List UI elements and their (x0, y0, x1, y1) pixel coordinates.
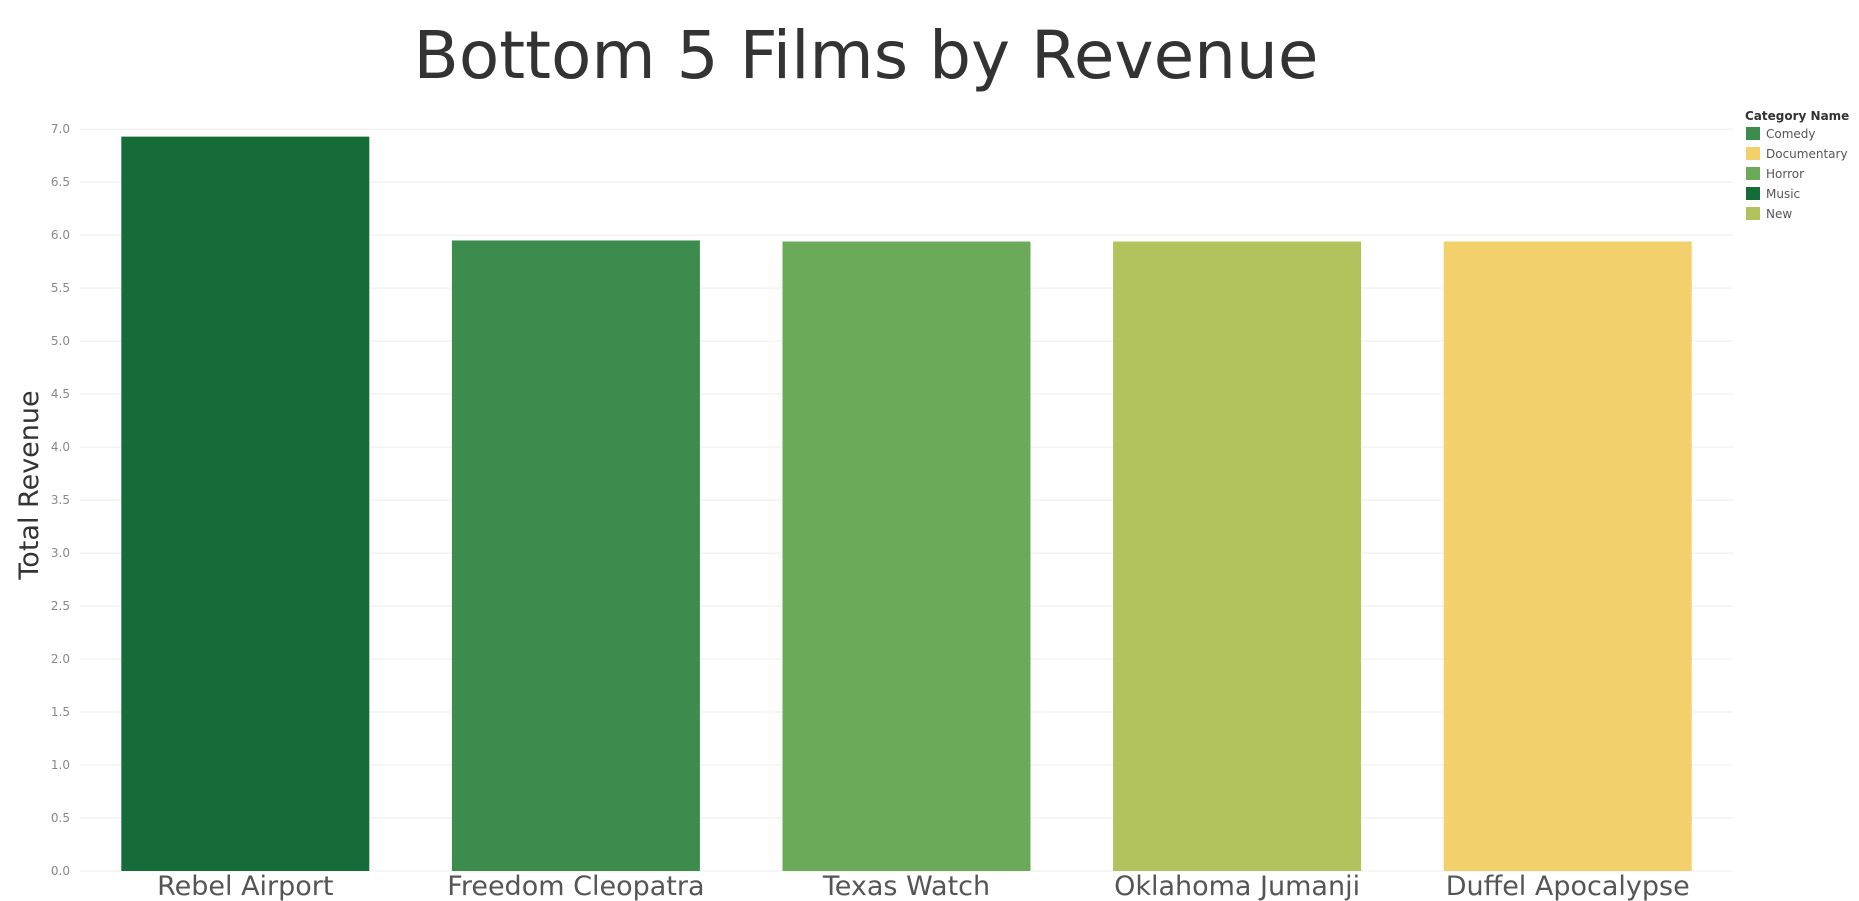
bar-duffel-apocalypse[interactable] (1443, 241, 1692, 871)
y-tick-label: 6.5 (51, 175, 70, 189)
bars-layer (121, 136, 1692, 872)
x-tick-label: Oklahoma Jumanji (1114, 871, 1360, 901)
y-tick-label: 3.0 (51, 546, 70, 560)
bar-rebel-airport[interactable] (121, 136, 370, 872)
legend-swatch[interactable] (1746, 147, 1760, 160)
y-axis-ticks: 0.0 0.5 1.0 1.5 2.0 2.5 3.0 3.5 4.0 4.5 5.0 5.5 6.0 6… (51, 122, 70, 878)
bar-texas-watch[interactable] (782, 241, 1031, 871)
y-tick-label: 0.0 (51, 864, 70, 878)
legend-swatch[interactable] (1746, 207, 1760, 220)
legend-items: Comedy Documentary Horror Music New (1746, 127, 1848, 221)
y-tick-label: 2.0 (51, 652, 70, 666)
y-tick-label: 6.0 (51, 228, 70, 242)
bar-oklahoma-jumanji[interactable] (1113, 241, 1362, 871)
legend-item-label[interactable]: Music (1766, 187, 1800, 201)
legend-swatch[interactable] (1746, 167, 1760, 180)
x-tick-label: Rebel Airport (157, 871, 333, 901)
y-tick-label: 4.5 (51, 387, 70, 401)
legend-item-label[interactable]: New (1766, 207, 1792, 221)
y-tick-label: 1.5 (51, 705, 70, 719)
y-tick-label: 4.0 (51, 440, 70, 454)
bar-freedom-cleopatra[interactable] (451, 240, 700, 871)
y-tick-label: 5.5 (51, 281, 70, 295)
y-tick-label: 0.5 (51, 811, 70, 825)
legend-item-label[interactable]: Documentary (1766, 147, 1848, 161)
y-tick-label: 3.5 (51, 493, 70, 507)
legend: Category Name Comedy Documentary Horror Mus… (1745, 109, 1849, 221)
y-axis-label: Total Revenue (14, 390, 45, 580)
y-tick-label: 1.0 (51, 758, 70, 772)
legend-item-label[interactable]: Comedy (1766, 127, 1816, 141)
x-tick-label: Freedom Cleopatra (447, 871, 704, 901)
x-tick-label: Texas Watch (822, 871, 990, 901)
legend-item-label[interactable]: Horror (1766, 167, 1804, 181)
y-tick-label: 5.0 (51, 334, 70, 348)
chart-title: Bottom 5 Films by Revenue (414, 17, 1319, 94)
legend-title: Category Name (1745, 109, 1849, 123)
legend-swatch[interactable] (1746, 127, 1760, 140)
legend-swatch[interactable] (1746, 187, 1760, 200)
y-tick-label: 2.5 (51, 599, 70, 613)
y-tick-label: 7.0 (51, 122, 70, 136)
x-axis-ticks: Rebel Airport Freedom Cleopatra Texas Watc… (157, 871, 1690, 901)
x-tick-label: Duffel Apocalypse (1446, 871, 1690, 901)
